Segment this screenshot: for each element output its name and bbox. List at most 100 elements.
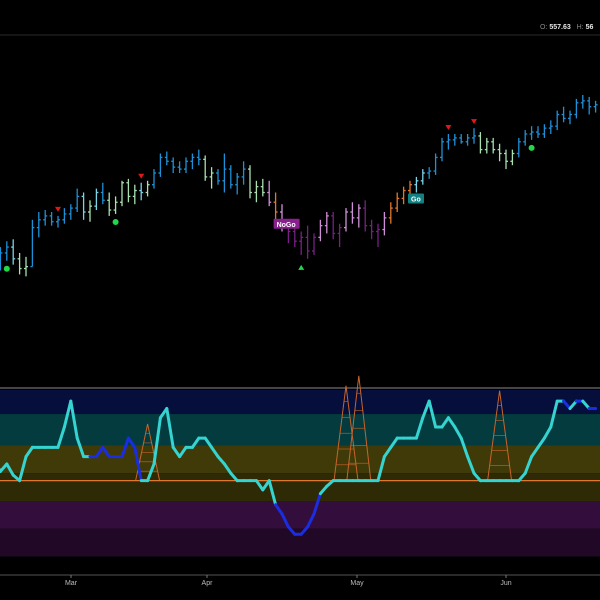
- price-bar: [452, 134, 457, 146]
- price-bar: [356, 204, 361, 228]
- price-bar: [472, 128, 476, 144]
- oscillator-line-segment: [389, 436, 399, 449]
- price-bar: [363, 200, 368, 232]
- price-bar: [139, 182, 144, 201]
- oscillator-line-segment: [133, 445, 143, 483]
- price-bar: [427, 167, 432, 179]
- oscillator-line-segment: [286, 525, 297, 536]
- price-bar: [459, 134, 464, 144]
- price-bar: [408, 180, 412, 195]
- price-bar: [376, 223, 380, 248]
- oscillator-line-segment: [318, 484, 329, 496]
- price-bar: [420, 169, 425, 185]
- price-bar: [433, 153, 438, 175]
- down-triangle-marker: [471, 119, 477, 125]
- oscillator-line-segment: [94, 445, 105, 459]
- up-triangle-marker: [298, 264, 305, 270]
- down-triangle-marker: [138, 173, 145, 179]
- dot-marker: [112, 218, 119, 225]
- oscillator-line-segment: [466, 455, 476, 475]
- oscillator-line-segment: [75, 436, 86, 459]
- price-bar: [209, 167, 214, 189]
- oscillator-line-segment: [376, 455, 386, 483]
- oscillator-line-segment: [299, 525, 310, 536]
- price-bar: [88, 200, 92, 222]
- oscillator-line-segment: [101, 445, 111, 459]
- price-bar: [369, 219, 374, 240]
- price-bar: [4, 241, 9, 261]
- price-bar: [395, 192, 400, 212]
- oscillator-line-segment: [562, 399, 572, 410]
- price-bar: [561, 106, 566, 123]
- price-bar: [497, 143, 502, 162]
- oscillator-line-segment: [56, 425, 66, 449]
- oscillator-line-segment: [222, 462, 233, 475]
- oscillator-line-segment: [190, 436, 201, 449]
- open-value: 557.63: [549, 24, 571, 31]
- oscillator-band: [0, 390, 600, 415]
- price-bar: [574, 98, 579, 119]
- price-bar: [171, 157, 176, 173]
- price-bar: [529, 126, 534, 140]
- price-bar: [145, 180, 150, 197]
- price-bar: [248, 165, 252, 199]
- price-bar: [414, 176, 419, 193]
- price-bar: [587, 96, 592, 115]
- price-bar: [17, 252, 22, 275]
- oscillator-line-segment: [530, 445, 540, 459]
- down-triangle-marker: [445, 125, 452, 130]
- price-bar: [516, 137, 521, 158]
- oscillator-line-segment: [62, 399, 73, 429]
- oscillator-line-segment: [280, 512, 290, 529]
- price-bar: [440, 137, 444, 162]
- price-bar: [324, 212, 329, 234]
- price-bar: [580, 95, 585, 109]
- price-bar: [241, 161, 246, 185]
- oscillator-band: [0, 501, 600, 529]
- oscillator-line-segment: [120, 436, 130, 459]
- price-bar: [344, 208, 348, 232]
- down-triangle-marker: [55, 206, 61, 212]
- price-bar: [337, 223, 342, 248]
- price-bar: [222, 153, 227, 193]
- oscillator-line-segment: [171, 445, 182, 459]
- price-bar: [331, 212, 336, 240]
- price-bar: [235, 173, 240, 195]
- ohlc-readout: O: 557.63 H: 56: [540, 24, 593, 31]
- price-bar: [536, 126, 540, 138]
- month-label-jun: Jun: [500, 580, 512, 587]
- price-bar: [318, 219, 323, 242]
- oscillator-line-segment: [459, 436, 470, 459]
- price-bar: [388, 202, 393, 224]
- oscillator-line-segment: [0, 462, 9, 473]
- price-bar: [504, 149, 508, 170]
- signal-badge-label: Go: [411, 196, 421, 203]
- oscillator-line-segment: [427, 399, 438, 429]
- price-bar: [120, 180, 124, 207]
- price-bar: [484, 137, 489, 154]
- oscillator-line-segment: [453, 425, 463, 440]
- price-bar: [548, 120, 553, 134]
- price-bar: [49, 212, 54, 226]
- price-bar: [184, 157, 188, 173]
- oscillator-line-segment: [18, 455, 28, 483]
- oscillator-line-segment: [440, 416, 450, 429]
- oscillator-line-segment: [203, 436, 214, 449]
- price-bar: [273, 192, 278, 220]
- price-bar: [113, 196, 118, 214]
- price-bar: [260, 178, 265, 197]
- oscillator-line-segment: [306, 512, 316, 529]
- price-bar: [568, 110, 572, 125]
- oscillator-line-segment: [229, 471, 239, 483]
- oscillator-line-segment: [472, 471, 482, 483]
- price-bar: [216, 169, 220, 185]
- price-bar: [43, 210, 48, 226]
- price-bar: [11, 239, 16, 265]
- oscillator-line-segment: [210, 445, 220, 459]
- signal-badge-bg: [273, 218, 300, 229]
- oscillator-line-segment: [24, 445, 34, 459]
- oscillator-line-segment: [126, 436, 137, 449]
- price-bar: [292, 225, 297, 248]
- price-bar: [81, 192, 86, 220]
